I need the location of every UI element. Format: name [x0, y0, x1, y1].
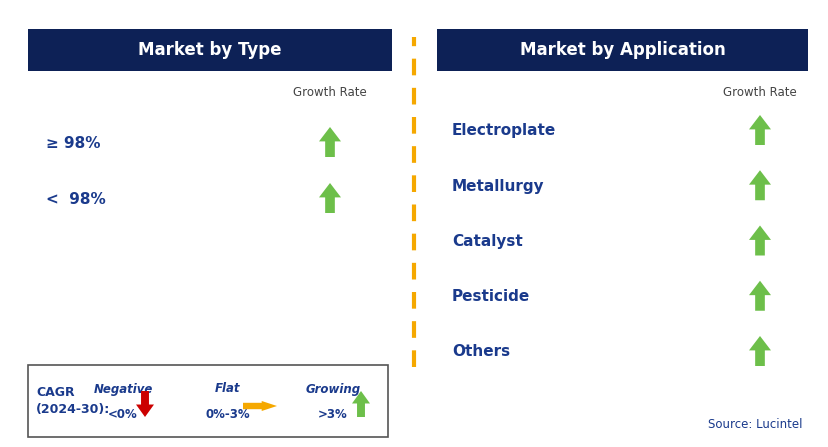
Text: Pesticide: Pesticide — [451, 289, 530, 304]
Polygon shape — [319, 183, 340, 213]
Polygon shape — [243, 401, 277, 411]
Polygon shape — [319, 127, 340, 157]
Text: 0%-3%: 0%-3% — [205, 409, 250, 422]
Text: Electroplate: Electroplate — [451, 123, 556, 139]
FancyBboxPatch shape — [436, 29, 807, 71]
Text: Growth Rate: Growth Rate — [722, 87, 796, 100]
Polygon shape — [748, 225, 770, 256]
Text: Growth Rate: Growth Rate — [293, 87, 367, 100]
Text: Flat: Flat — [215, 383, 240, 396]
Text: <  98%: < 98% — [46, 191, 106, 207]
Text: Catalyst: Catalyst — [451, 234, 522, 249]
FancyBboxPatch shape — [28, 29, 392, 71]
Text: Source: Lucintel: Source: Lucintel — [708, 418, 802, 431]
Text: (2024-30):: (2024-30): — [36, 404, 110, 417]
Text: >3%: >3% — [318, 409, 348, 422]
Text: Market by Application: Market by Application — [519, 41, 724, 59]
Polygon shape — [748, 281, 770, 311]
Text: Others: Others — [451, 345, 509, 359]
Polygon shape — [748, 170, 770, 200]
Text: Market by Type: Market by Type — [138, 41, 282, 59]
Text: ≥ 98%: ≥ 98% — [46, 135, 100, 151]
Text: Growing: Growing — [305, 383, 360, 396]
Polygon shape — [748, 115, 770, 145]
Text: Negative: Negative — [94, 383, 152, 396]
Polygon shape — [352, 391, 369, 417]
Text: <0%: <0% — [108, 409, 137, 422]
FancyBboxPatch shape — [28, 365, 388, 437]
Polygon shape — [136, 391, 154, 417]
Text: Metallurgy: Metallurgy — [451, 179, 544, 194]
Polygon shape — [748, 336, 770, 366]
Text: CAGR: CAGR — [36, 385, 75, 398]
